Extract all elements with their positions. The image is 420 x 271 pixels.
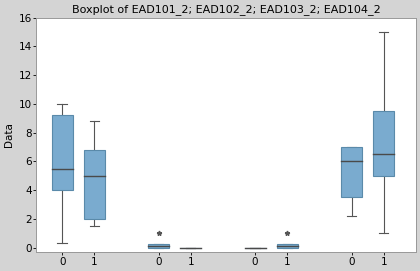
Title: Boxplot of EAD101_2; EAD102_2; EAD103_2; EAD104_2: Boxplot of EAD101_2; EAD102_2; EAD103_2;…: [72, 4, 381, 15]
Y-axis label: Data: Data: [4, 122, 14, 147]
Bar: [148, 244, 169, 248]
Bar: [373, 111, 394, 176]
Bar: [52, 115, 73, 190]
Bar: [277, 244, 298, 248]
Bar: [341, 147, 362, 197]
Bar: [84, 150, 105, 219]
